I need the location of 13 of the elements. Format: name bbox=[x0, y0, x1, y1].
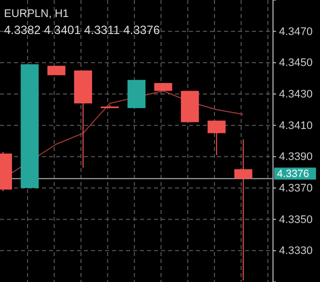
y-tick-label: 4.3430 bbox=[279, 88, 313, 101]
y-tick-label: 4.3410 bbox=[279, 120, 313, 132]
y-tick-label: 4.3370 bbox=[279, 182, 313, 195]
y-tick-label: 4.3450 bbox=[279, 57, 313, 70]
y-tick-label: 4.3470 bbox=[279, 26, 313, 38]
text: 4.3382 4.3401 4.3311 4.3376 bbox=[4, 23, 160, 37]
y-tick-label: 4.3390 bbox=[279, 151, 313, 164]
ref-line-label: 4.3376 bbox=[277, 168, 310, 180]
candlestick bbox=[234, 138, 252, 281]
y-tick-label: 4.3350 bbox=[279, 214, 313, 226]
text: EURPLN, H1 bbox=[4, 8, 69, 20]
y-tick-label: 4.3330 bbox=[279, 245, 313, 258]
candlestick bbox=[208, 120, 226, 156]
